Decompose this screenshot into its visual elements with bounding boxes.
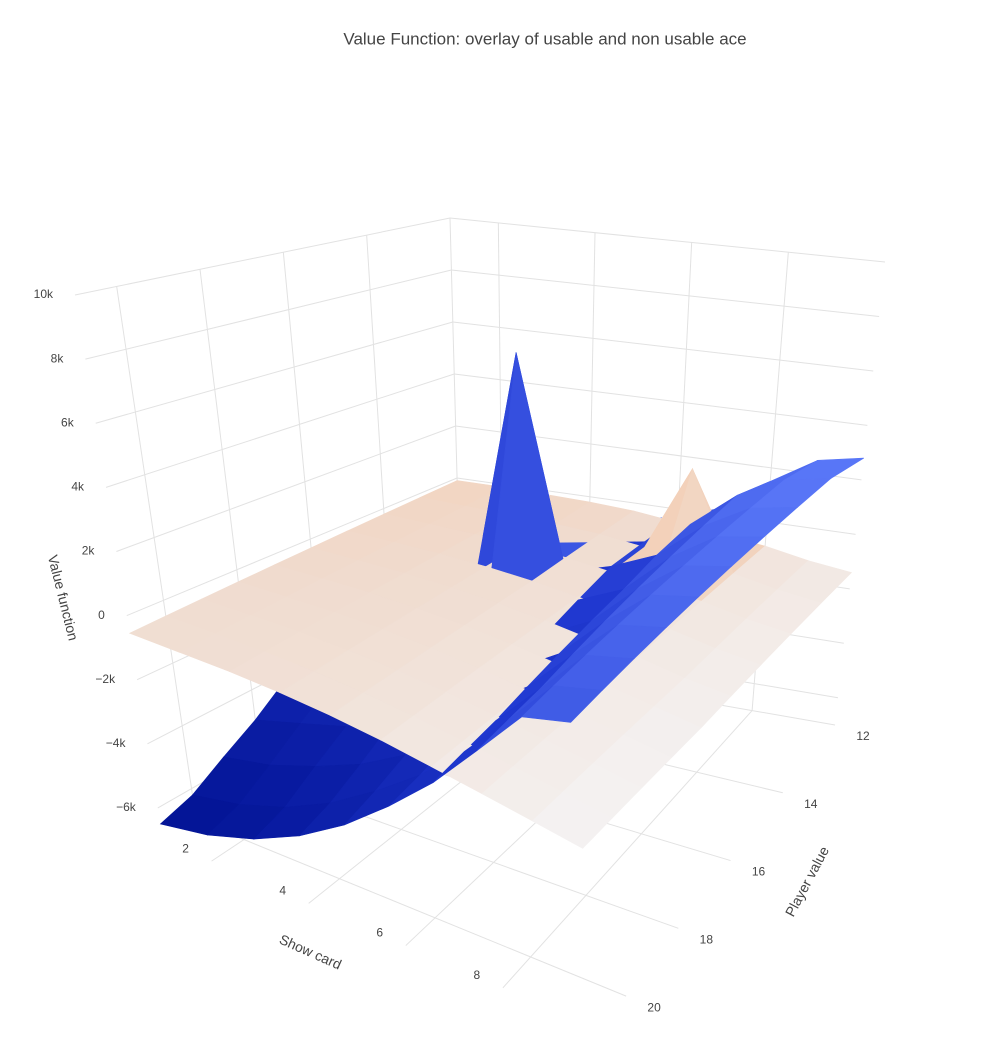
- z-tick-label: 8k: [51, 351, 65, 365]
- x-tick-label: 6: [376, 926, 383, 940]
- z-tick-label: −4k: [106, 736, 127, 750]
- z-grid-line: [85, 269, 452, 360]
- y-grid-line: [196, 819, 627, 997]
- z-grid-line: [451, 269, 880, 317]
- z-tick-label: −6k: [116, 800, 137, 814]
- z-grid-line: [449, 217, 886, 263]
- z-grid-line: [74, 217, 451, 296]
- z-tick-label: 2k: [82, 544, 96, 558]
- surface-cell: [531, 791, 613, 849]
- x-tick-label: 8: [474, 968, 481, 982]
- z-tick-label: 4k: [71, 480, 85, 494]
- chart-title: Value Function: overlay of usable and no…: [343, 29, 746, 48]
- x-tick-label: 4: [279, 884, 286, 898]
- y-tick-label: 20: [647, 1000, 661, 1014]
- z-tick-label: 6k: [61, 415, 75, 429]
- z-tick-label: 10k: [34, 287, 54, 301]
- x-grid-line: [502, 710, 753, 989]
- z-axis-title: Value function: [45, 553, 82, 642]
- y-tick-label: 16: [752, 865, 766, 879]
- z-grid-line: [105, 373, 455, 488]
- y-grid-line: [116, 286, 197, 821]
- surface-cell: [521, 685, 603, 723]
- z-grid-line: [116, 425, 456, 552]
- z-grid-line: [126, 477, 458, 617]
- z-grid-line: [452, 321, 874, 372]
- y-tick-label: 14: [804, 797, 818, 811]
- z-tick-label: −2k: [95, 672, 116, 686]
- x-tick-label: 2: [182, 841, 189, 855]
- x-axis-title: Show card: [277, 931, 344, 973]
- z-tick-label: 0: [98, 608, 105, 622]
- z-grid-line: [95, 321, 453, 424]
- y-grid-line: [199, 269, 264, 781]
- y-axis-title: Player value: [782, 843, 832, 919]
- surfaces: [128, 352, 864, 849]
- y-tick-label: 12: [856, 729, 870, 743]
- y-tick-label: 18: [700, 933, 714, 947]
- surface-cell: [784, 457, 864, 481]
- labels: −6k −4k −2k 0 2k 4k 6k 8k 10k 2 4 6 8 12 14 16 18 20: [34, 287, 870, 1014]
